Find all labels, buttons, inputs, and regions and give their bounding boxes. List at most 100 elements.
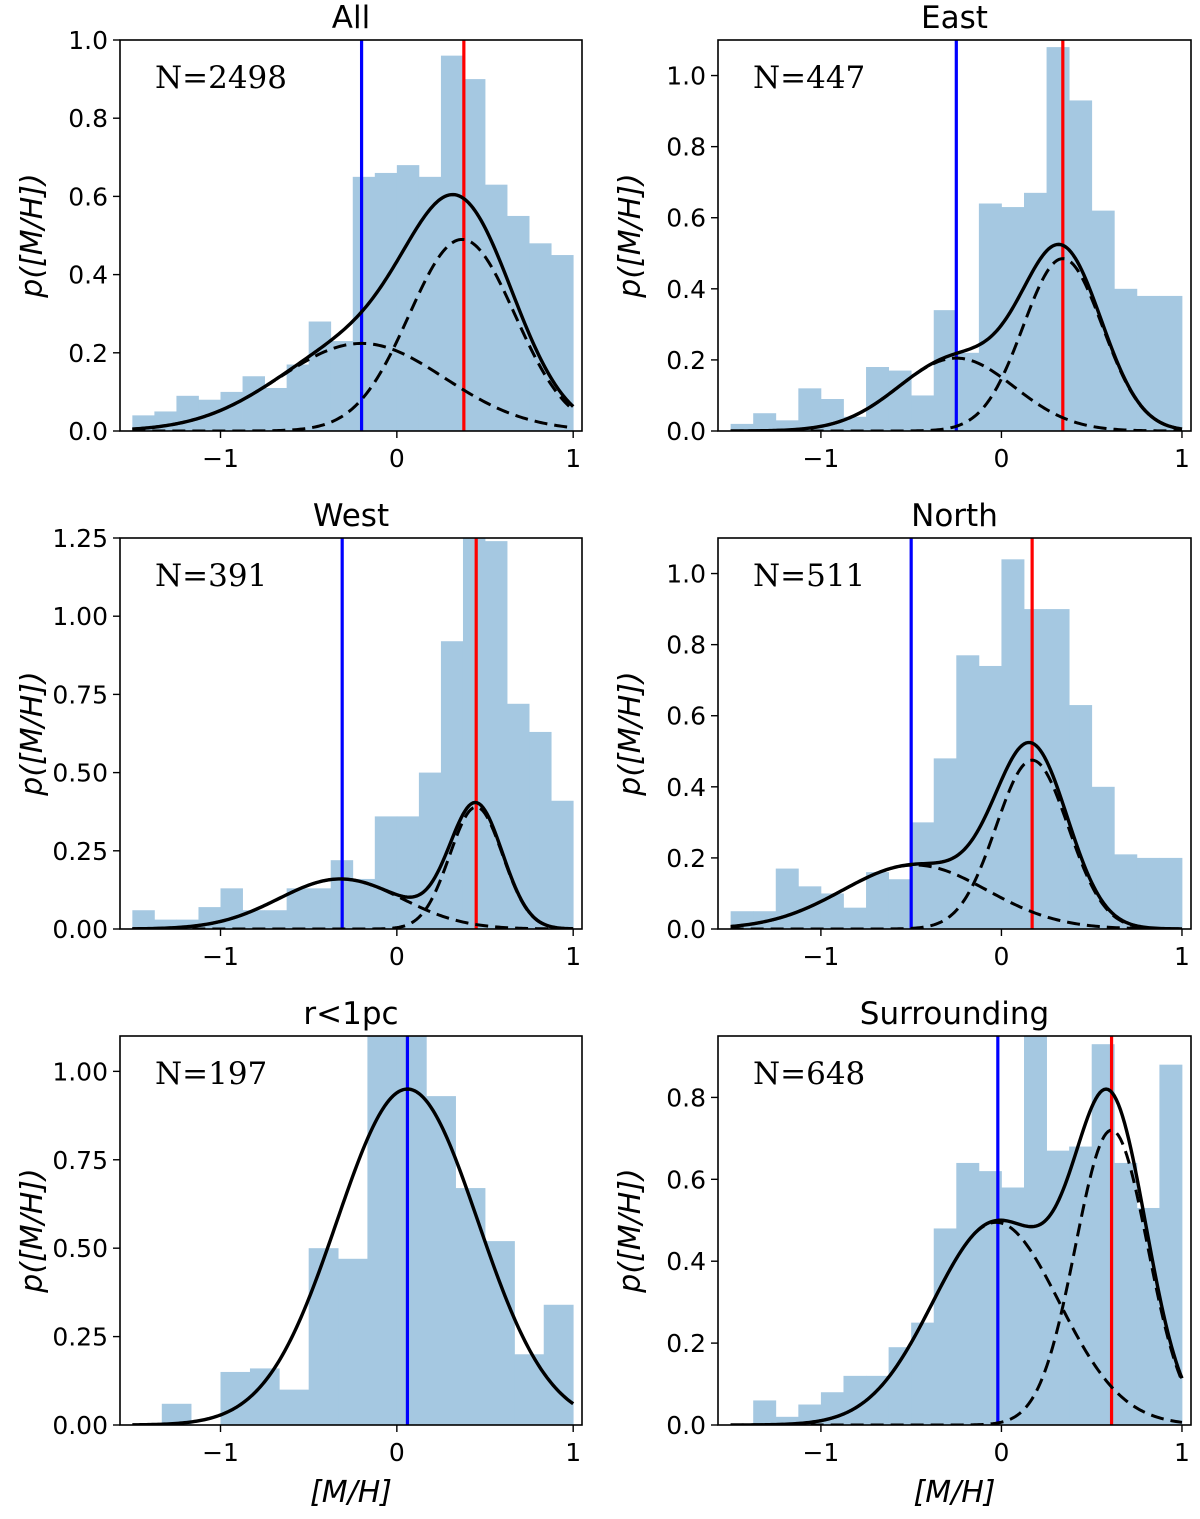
histogram-bar (978, 1171, 1002, 1425)
y-tick-label: 0.4 (68, 261, 108, 290)
chart-title: Surrounding (860, 996, 1049, 1032)
histogram-bar (843, 416, 867, 431)
histogram-bar (1114, 288, 1138, 431)
histogram-bar (543, 1304, 574, 1425)
sample-count-label: N=648 (753, 1056, 865, 1092)
x-tick-label: −1 (802, 444, 839, 473)
x-tick-label: 0 (993, 444, 1009, 473)
histogram-bar (529, 731, 552, 929)
histogram-bar (1024, 609, 1047, 929)
plot-area (730, 538, 1183, 929)
sample-count-label: N=197 (155, 1056, 267, 1092)
x-tick-label: 1 (1174, 942, 1190, 971)
histogram-bar (956, 352, 980, 431)
y-tick-label: 0.0 (666, 1411, 706, 1440)
histogram-bar (911, 822, 935, 929)
histogram-bar (308, 1248, 339, 1425)
histogram-bar (1069, 705, 1093, 929)
histogram-bar (286, 888, 310, 929)
x-tick-label: 0 (993, 1438, 1009, 1467)
y-tick-label: 0.50 (52, 1234, 108, 1263)
histogram-bar (1114, 1162, 1138, 1425)
y-tick-label: 0.2 (666, 844, 706, 873)
histogram-bar (485, 184, 508, 431)
y-axis-label: p([M/H]) (613, 671, 648, 796)
histogram-bar (264, 910, 288, 929)
x-tick-label: 0 (389, 1438, 405, 1467)
x-axis-label: [M/H] (914, 1475, 996, 1510)
y-tick-label: 0.8 (666, 631, 706, 660)
plot-area (132, 40, 575, 431)
histogram-bar (242, 910, 265, 929)
histogram-bar (220, 391, 243, 431)
histogram-bar (730, 423, 754, 431)
histogram-bar (956, 1162, 980, 1425)
y-tick-label: 0.8 (666, 1083, 706, 1112)
histogram-bar (1159, 295, 1183, 431)
y-tick-label: 0.6 (666, 702, 706, 731)
histogram-bar (338, 1258, 368, 1425)
x-tick-label: −1 (202, 942, 239, 971)
x-tick-label: 0 (389, 444, 405, 473)
axes-frame (717, 39, 1192, 432)
sample-count-label: N=511 (753, 558, 865, 594)
histogram-bar (820, 893, 844, 929)
histogram-bar (1046, 1150, 1070, 1425)
histogram-bar (485, 541, 508, 929)
histogram-bar (418, 176, 442, 431)
chart-title: North (911, 498, 998, 534)
histogram-bar (220, 1371, 251, 1425)
histogram-bar (843, 907, 867, 929)
histogram-bar (308, 888, 332, 929)
histogram-bar (1001, 207, 1025, 431)
histogram-bar (374, 172, 398, 431)
y-tick-label: 0.0 (68, 417, 108, 446)
y-tick-label: 0.6 (68, 182, 108, 211)
chart-title: East (921, 0, 988, 36)
total-fit-curve (132, 800, 574, 929)
histogram-bar (264, 387, 288, 431)
histogram-bar (418, 772, 442, 929)
histogram-bar (529, 243, 552, 431)
y-tick-label: 0.6 (666, 1165, 706, 1194)
x-tick-label: 0 (993, 942, 1009, 971)
histogram-bar (485, 1241, 515, 1425)
y-tick-label: 0.6 (666, 204, 706, 233)
plot-area (730, 40, 1183, 431)
chart-panel-5: −1 0 1 0.0 0.2 0.4 0.6 0.8 Surrounding N=648 p([M/… (613, 996, 1192, 1510)
histogram-bar (551, 800, 574, 929)
x-tick-label: −1 (802, 942, 839, 971)
x-tick-label: −1 (202, 444, 239, 473)
histogram-bar (1001, 1187, 1025, 1425)
histogram-bar (507, 215, 530, 431)
y-tick-label: 0.25 (52, 1323, 108, 1352)
chart-panel-4: −1 0 1 0.00 0.25 0.50 0.75 1.00 r<1pc N=197 p([M/H… (15, 996, 583, 1510)
chart-panel-1: −1 0 1 0.0 0.2 0.4 0.6 0.8 1.0 East N=447 p([M/H]) (613, 0, 1192, 473)
y-tick-label: 0.4 (666, 275, 706, 304)
total-fit-curve (730, 740, 1182, 929)
y-tick-label: 0.2 (666, 1329, 706, 1358)
histogram-bar (978, 665, 1002, 929)
histogram-bar (374, 816, 398, 929)
histogram-bar (1024, 192, 1047, 431)
total-fit-curve (730, 1087, 1184, 1425)
histogram-bar (1091, 786, 1115, 929)
chart-title: West (313, 498, 389, 534)
histogram-bar (455, 1188, 486, 1425)
histogram-bar (1159, 857, 1183, 929)
y-tick-label: 1.00 (52, 1057, 108, 1086)
y-tick-label: 0.75 (52, 680, 108, 709)
x-tick-label: −1 (202, 1438, 239, 1467)
histogram-bar (352, 176, 376, 431)
y-axis-label: p([M/H]) (15, 173, 50, 298)
axes-frame (717, 537, 1192, 930)
y-tick-label: 0.4 (666, 1247, 706, 1276)
histogram-bar (396, 816, 420, 929)
histogram-bar (866, 872, 890, 929)
histogram-bar (1046, 609, 1070, 929)
histogram-bar (775, 1416, 799, 1425)
x-tick-label: 1 (565, 942, 581, 971)
histogram-bar (132, 910, 155, 929)
histogram-bar (888, 370, 912, 431)
